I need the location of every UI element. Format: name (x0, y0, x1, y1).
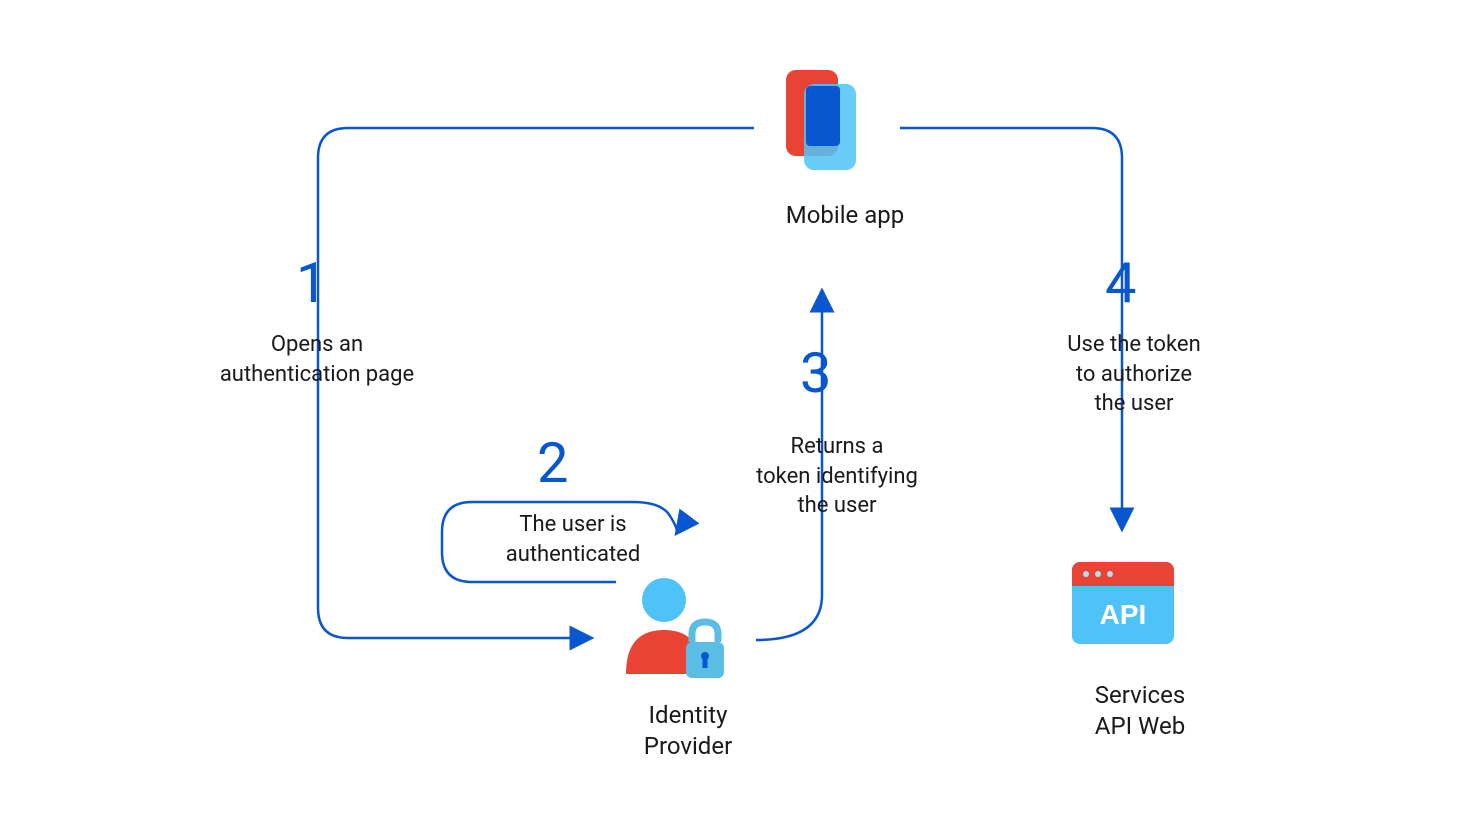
step-4-number: 4 (1105, 250, 1136, 316)
step-1-text: Opens anauthentication page (207, 330, 427, 389)
step-2-text: The user isauthenticated (493, 510, 653, 569)
mobile-app-icon (786, 70, 856, 170)
step-2-number: 2 (537, 430, 568, 496)
api-icon-text: API (1100, 599, 1147, 630)
step-4-text: Use the tokento authorizethe user (1054, 330, 1214, 419)
services-api-label: ServicesAPI Web (1080, 680, 1200, 742)
arrow-step-4 (900, 128, 1122, 530)
mobile-app-label: Mobile app (780, 200, 910, 231)
step-3-number: 3 (800, 340, 831, 406)
identity-provider-label: IdentityProvider (628, 700, 748, 762)
services-api-icon: API (1072, 562, 1174, 644)
step-3-text: Returns atoken identifyingthe user (747, 432, 927, 521)
identity-provider-icon (626, 578, 724, 678)
step-1-number: 1 (296, 250, 327, 316)
auth-flow-diagram: API 1 Opens anauthentication page 2 The … (0, 0, 1482, 834)
